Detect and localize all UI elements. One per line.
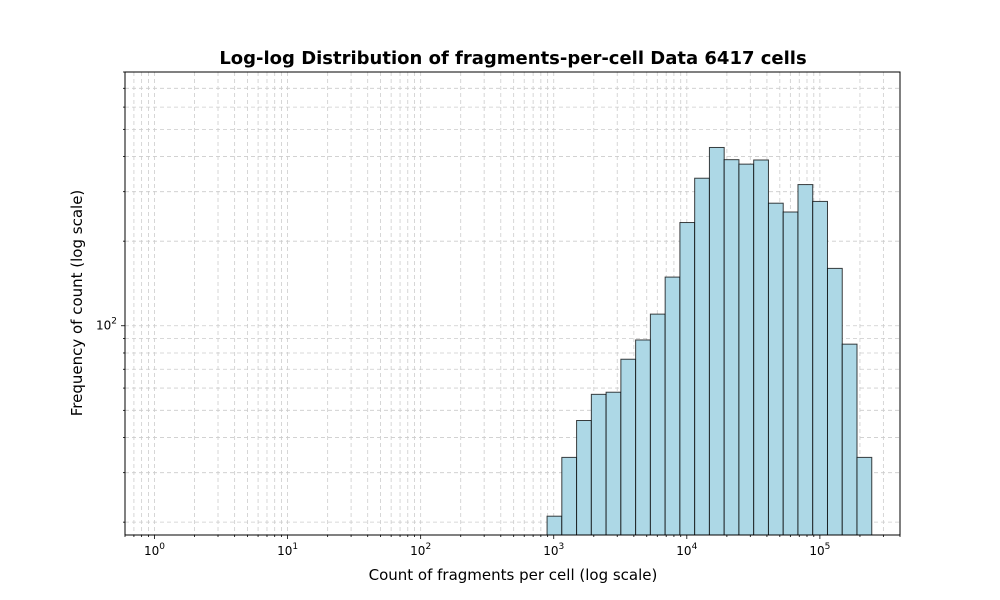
y-axis-ticks: 102 <box>96 71 125 523</box>
histogram-bar <box>694 177 710 536</box>
histogram-bar <box>856 456 873 536</box>
histogram-bar <box>649 313 666 536</box>
histogram-bar <box>738 163 755 536</box>
histogram-bar <box>708 146 725 536</box>
x-tick-label: 101 <box>277 542 298 558</box>
histogram-bar <box>767 202 784 536</box>
x-tick-label: 100 <box>144 542 165 558</box>
histogram-bar <box>782 211 799 536</box>
x-tick-label: 103 <box>543 542 564 558</box>
histogram-bar <box>664 276 681 536</box>
histogram-bar <box>576 420 592 536</box>
histogram-bar <box>679 222 696 536</box>
x-tick-label: 102 <box>410 542 431 558</box>
x-tick-label: 104 <box>676 542 697 558</box>
x-axis-label: Count of fragments per cell (log scale) <box>369 566 658 584</box>
histogram-bar <box>561 456 578 536</box>
chart-title: Log-log Distribution of fragments-per-ce… <box>219 48 806 69</box>
histogram-bar <box>826 267 843 536</box>
histogram-bar <box>797 184 814 536</box>
x-tick-label: 105 <box>809 542 830 558</box>
histogram-bar <box>605 391 622 536</box>
histogram-bar <box>546 515 563 536</box>
histogram-bar <box>723 159 740 536</box>
histogram-bar <box>635 339 651 536</box>
histogram-bar <box>841 343 858 536</box>
y-axis-label: Frequency of count (log scale) <box>68 190 86 417</box>
histogram-bar <box>812 200 828 536</box>
y-tick-label: 102 <box>96 317 117 333</box>
x-axis-ticks: 100 101 102 103 104 105 <box>124 535 901 558</box>
histogram-bar <box>590 393 607 536</box>
histogram-bar <box>753 159 769 536</box>
histogram-bar <box>620 358 637 536</box>
plot-frame <box>124 71 901 536</box>
